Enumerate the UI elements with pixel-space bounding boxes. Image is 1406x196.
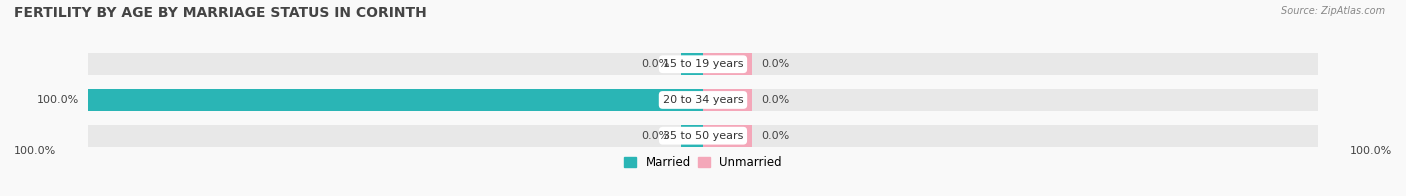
Bar	[703, 125, 752, 147]
Bar	[87, 89, 703, 111]
Bar	[87, 125, 703, 147]
Text: 15 to 19 years: 15 to 19 years	[662, 59, 744, 69]
Bar	[703, 53, 752, 75]
Bar	[703, 89, 1319, 111]
Bar	[703, 125, 1319, 147]
Legend: Married, Unmarried: Married, Unmarried	[624, 156, 782, 169]
Text: 0.0%: 0.0%	[762, 59, 790, 69]
Text: 0.0%: 0.0%	[641, 131, 669, 141]
Bar	[87, 89, 703, 111]
Bar	[703, 89, 752, 111]
Bar	[682, 53, 703, 75]
Bar	[682, 125, 703, 147]
Text: 20 to 34 years: 20 to 34 years	[662, 95, 744, 105]
Text: FERTILITY BY AGE BY MARRIAGE STATUS IN CORINTH: FERTILITY BY AGE BY MARRIAGE STATUS IN C…	[14, 6, 427, 20]
Bar	[703, 53, 1319, 75]
Bar	[87, 53, 703, 75]
Text: 100.0%: 100.0%	[37, 95, 79, 105]
Text: 0.0%: 0.0%	[762, 131, 790, 141]
Text: 100.0%: 100.0%	[14, 146, 56, 156]
Text: 0.0%: 0.0%	[641, 59, 669, 69]
Text: 100.0%: 100.0%	[1350, 146, 1392, 156]
Text: 0.0%: 0.0%	[762, 95, 790, 105]
Text: 35 to 50 years: 35 to 50 years	[662, 131, 744, 141]
Text: Source: ZipAtlas.com: Source: ZipAtlas.com	[1281, 6, 1385, 16]
